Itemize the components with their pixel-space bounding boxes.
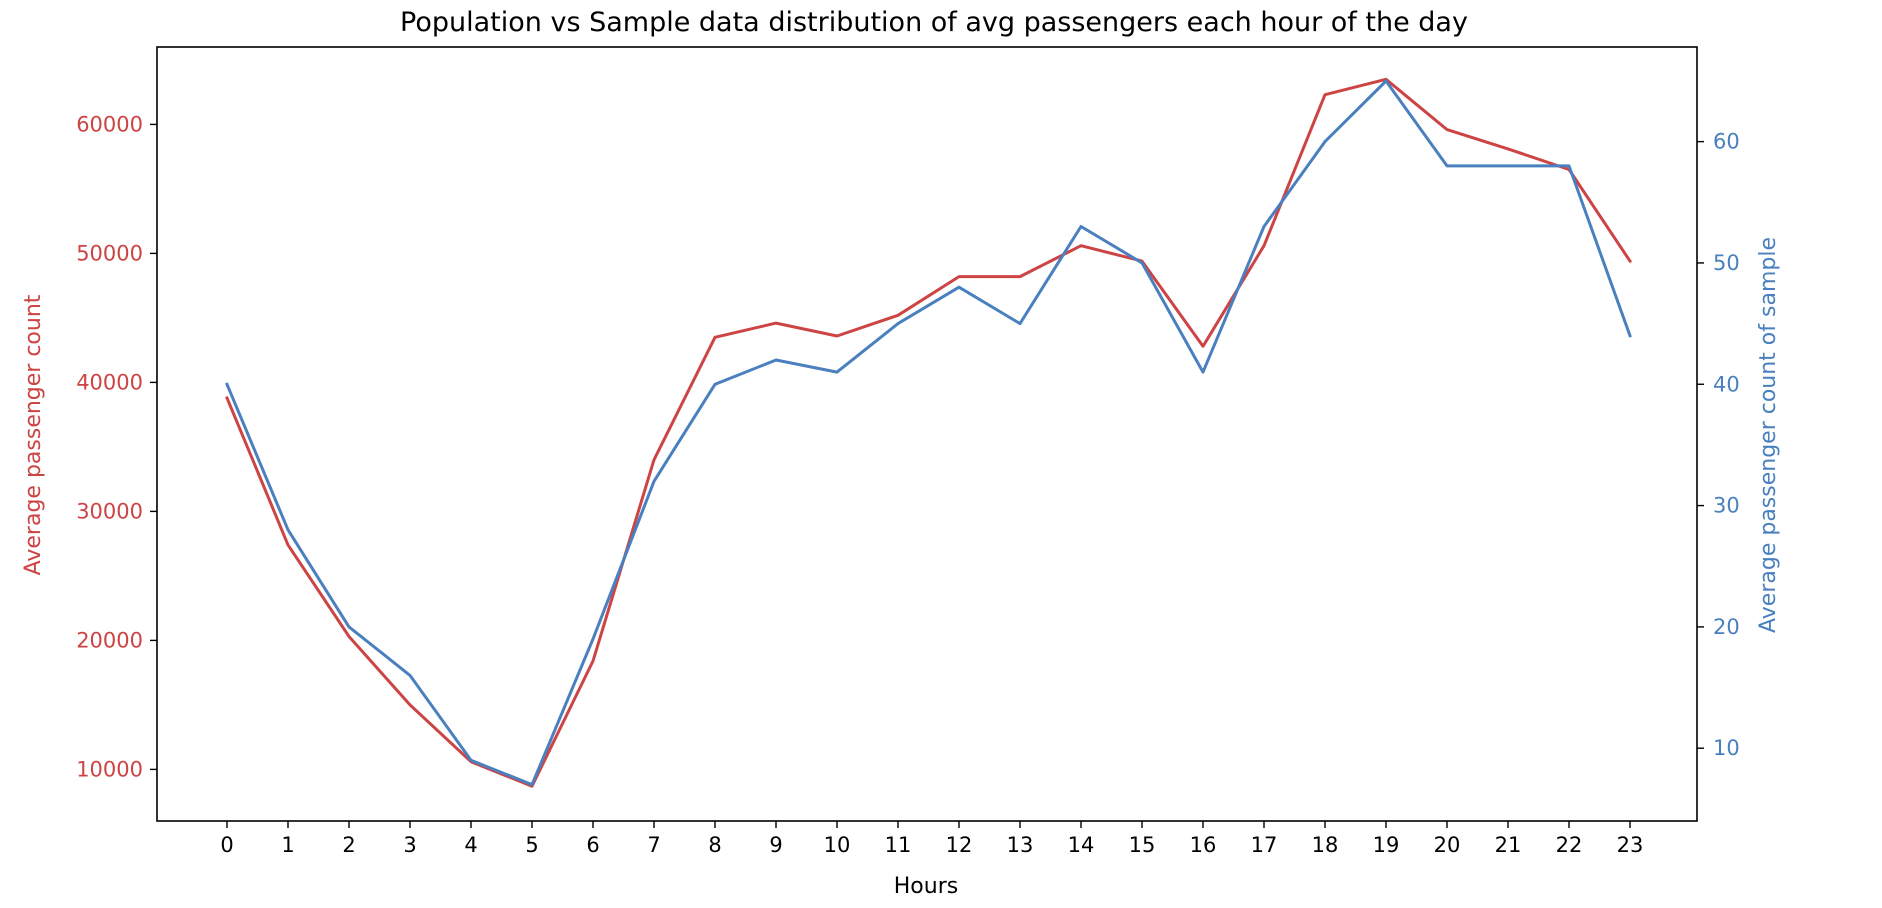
chart-title: Population vs Sample data distribution o… bbox=[400, 7, 1468, 38]
y-tick-label: 50000 bbox=[76, 241, 143, 265]
x-tick-label: 4 bbox=[464, 833, 477, 857]
x-tick-label: 7 bbox=[647, 833, 660, 857]
x-axis-label: Hours bbox=[894, 874, 958, 899]
x-tick-label: 9 bbox=[769, 833, 782, 857]
sample-series-line bbox=[225, 79, 1632, 787]
plot-frame bbox=[156, 46, 1698, 822]
x-tick-label: 12 bbox=[946, 833, 973, 857]
x-tick-label: 14 bbox=[1068, 833, 1095, 857]
plot-area bbox=[225, 77, 1633, 788]
x-tick-label: 0 bbox=[220, 833, 233, 857]
x-tick-label: 21 bbox=[1495, 833, 1522, 857]
y-axis-right: 10 20 30 40 50 60 bbox=[1697, 130, 1740, 760]
y-tick-label: 20000 bbox=[76, 628, 143, 652]
y2-tick-label: 10 bbox=[1713, 736, 1740, 760]
y2-tick-label: 60 bbox=[1713, 130, 1740, 154]
x-tick-label: 11 bbox=[885, 833, 912, 857]
y-tick-label: 60000 bbox=[76, 112, 143, 136]
y-tick-label: 30000 bbox=[76, 499, 143, 523]
x-tick-label: 3 bbox=[403, 833, 416, 857]
y2-tick-label: 40 bbox=[1713, 372, 1740, 396]
x-tick-label: 19 bbox=[1373, 833, 1400, 857]
x-tick-label: 8 bbox=[708, 833, 721, 857]
x-tick-label: 13 bbox=[1007, 833, 1034, 857]
y-axis-label: Average passenger count bbox=[21, 294, 46, 575]
x-tick-label: 15 bbox=[1129, 833, 1156, 857]
y2-tick-label: 20 bbox=[1713, 615, 1740, 639]
x-tick-label: 16 bbox=[1190, 833, 1217, 857]
x-tick-label: 23 bbox=[1617, 833, 1644, 857]
x-axis: 0 1 2 3 4 5 6 7 8 9 10 11 12 13 14 15 16 17 18 19 20 21 22 23 bbox=[220, 821, 1643, 857]
y2-axis-label: Average passenger count of sample bbox=[1756, 237, 1781, 633]
y-tick-label: 10000 bbox=[76, 757, 143, 781]
x-tick-label: 22 bbox=[1556, 833, 1583, 857]
x-tick-label: 2 bbox=[342, 833, 355, 857]
y-axis-left: 10000 20000 30000 40000 50000 60000 bbox=[76, 112, 157, 781]
x-tick-label: 5 bbox=[525, 833, 538, 857]
population-series-line bbox=[225, 77, 1633, 788]
x-tick-label: 6 bbox=[586, 833, 599, 857]
y2-tick-label: 50 bbox=[1713, 251, 1740, 275]
x-tick-label: 1 bbox=[281, 833, 294, 857]
x-tick-label: 20 bbox=[1434, 833, 1461, 857]
y2-tick-label: 30 bbox=[1713, 494, 1740, 518]
x-tick-label: 18 bbox=[1312, 833, 1339, 857]
x-tick-label: 17 bbox=[1251, 833, 1278, 857]
x-tick-label: 10 bbox=[824, 833, 851, 857]
y-tick-label: 40000 bbox=[76, 370, 143, 394]
